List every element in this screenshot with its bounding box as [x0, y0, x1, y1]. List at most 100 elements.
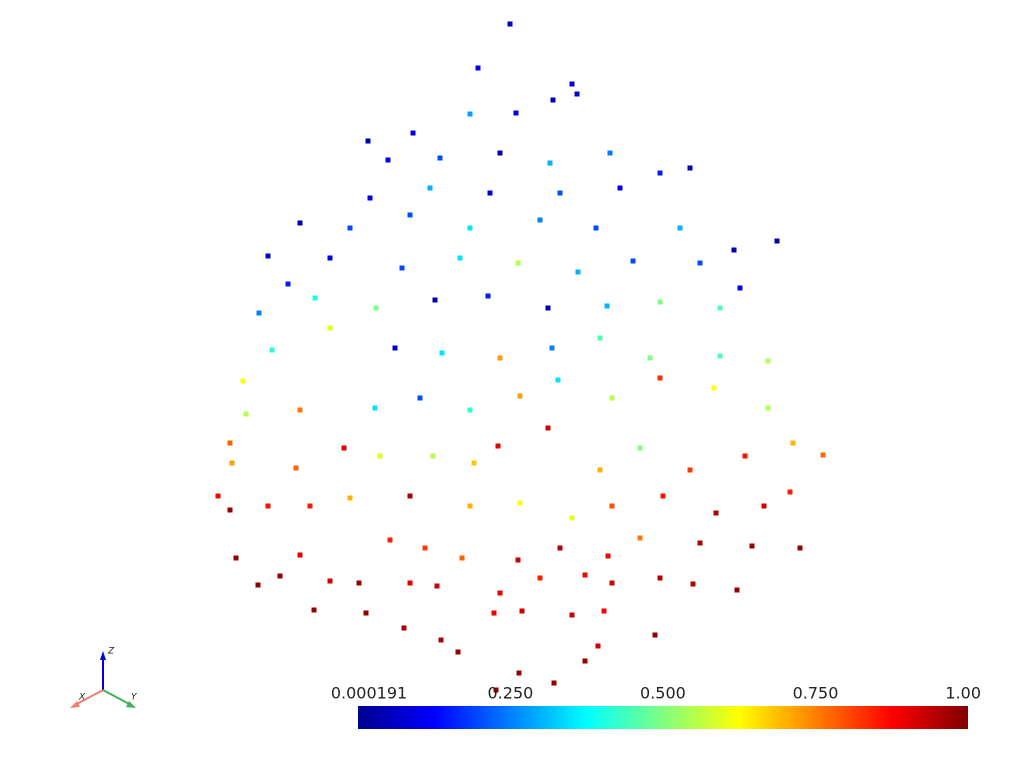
- point: [660, 493, 666, 499]
- point: [601, 608, 607, 614]
- colorbar-tick-label: 0.250: [488, 684, 534, 703]
- point: [713, 510, 719, 516]
- point: [545, 425, 551, 431]
- point: [765, 358, 771, 364]
- point: [401, 625, 407, 631]
- point: [516, 670, 522, 676]
- point: [537, 575, 543, 581]
- point: [717, 305, 723, 311]
- point: [609, 580, 615, 586]
- orientation-axes: Z X Y: [70, 647, 138, 708]
- point: [215, 493, 221, 499]
- point: [617, 185, 623, 191]
- point: [765, 405, 771, 411]
- point: [367, 195, 373, 201]
- x-axis: [74, 689, 104, 706]
- point: [410, 130, 416, 136]
- point: [605, 553, 611, 559]
- point: [549, 345, 555, 351]
- point: [363, 610, 369, 616]
- point: [311, 607, 317, 613]
- point: [569, 515, 575, 521]
- point: [607, 150, 613, 156]
- point: [717, 353, 723, 359]
- point: [233, 555, 239, 561]
- point: [582, 572, 588, 578]
- point: [687, 467, 693, 473]
- point: [609, 503, 615, 509]
- point: [690, 581, 696, 587]
- point: [790, 440, 796, 446]
- point: [737, 285, 743, 291]
- y-axis: [102, 689, 132, 706]
- point: [327, 325, 333, 331]
- point: [569, 612, 575, 618]
- point: [545, 305, 551, 311]
- point: [439, 350, 445, 356]
- point: [820, 452, 826, 458]
- point: [385, 157, 391, 163]
- point: [327, 578, 333, 584]
- point: [652, 632, 658, 638]
- colorbar-tick-label: 0.000191: [331, 684, 407, 703]
- point: [307, 503, 313, 509]
- point: [229, 460, 235, 466]
- point: [432, 297, 438, 303]
- point: [497, 355, 503, 361]
- point: [485, 293, 491, 299]
- point: [243, 411, 249, 417]
- point: [711, 385, 717, 391]
- point: [265, 503, 271, 509]
- point: [609, 395, 615, 401]
- point: [240, 378, 246, 384]
- point: [497, 590, 503, 596]
- point: [497, 150, 503, 156]
- point: [734, 587, 740, 593]
- point: [467, 111, 473, 117]
- point: [517, 500, 523, 506]
- point: [657, 299, 663, 305]
- point: [341, 445, 347, 451]
- point: [227, 507, 233, 513]
- point: [399, 265, 405, 271]
- point: [569, 81, 575, 87]
- point: [265, 253, 271, 259]
- point: [457, 255, 463, 261]
- point: [491, 610, 497, 616]
- point: [597, 467, 603, 473]
- z-arrow: [100, 651, 106, 660]
- point: [372, 405, 378, 411]
- point: [515, 557, 521, 563]
- point: [255, 582, 261, 588]
- point: [392, 345, 398, 351]
- point: [593, 225, 599, 231]
- y-label: Y: [131, 693, 138, 703]
- point: [377, 453, 383, 459]
- point: [387, 537, 393, 543]
- point: [749, 543, 755, 549]
- point: [731, 247, 737, 253]
- point: [551, 680, 557, 686]
- point: [550, 97, 556, 103]
- point: [297, 220, 303, 226]
- point: [417, 395, 423, 401]
- point: [277, 573, 283, 579]
- point: [227, 440, 233, 446]
- point: [697, 260, 703, 266]
- z-label: Z: [107, 647, 115, 657]
- point: [269, 347, 275, 353]
- colorbar-tick-label: 1.00: [945, 684, 981, 703]
- point: [422, 545, 428, 551]
- point-cloud: [215, 21, 826, 693]
- point: [761, 503, 767, 509]
- colorbar-tick-label: 0.750: [793, 684, 839, 703]
- point: [595, 643, 601, 649]
- point: [285, 281, 291, 287]
- point: [459, 555, 465, 561]
- point: [467, 225, 473, 231]
- point: [547, 160, 553, 166]
- point: [327, 255, 333, 261]
- point: [495, 443, 501, 449]
- colorbar-tick-label: 0.500: [640, 684, 686, 703]
- point: [597, 335, 603, 341]
